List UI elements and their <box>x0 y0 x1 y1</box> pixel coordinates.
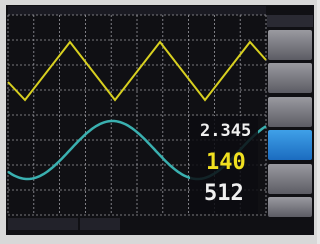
display <box>6 5 314 235</box>
page: 2.345 140 512 (() => { const data = JSON… <box>0 0 317 244</box>
readout-middle: 140 <box>206 150 246 175</box>
menu-button[interactable] <box>268 63 312 93</box>
menu-button[interactable] <box>268 197 312 217</box>
menu-button-active[interactable] <box>268 130 312 160</box>
menu-button[interactable] <box>268 30 312 60</box>
menu-button[interactable] <box>268 97 312 127</box>
menu-header <box>267 15 313 27</box>
bottom-info <box>80 218 120 230</box>
status-bar <box>8 6 266 15</box>
menu-button[interactable] <box>268 164 312 194</box>
scope-screen: 2.345 140 512 <box>0 0 317 244</box>
menu-panel <box>267 15 313 217</box>
readout-bottom: 512 <box>204 181 244 206</box>
readout-top: 2.345 <box>200 121 251 141</box>
bottom-info <box>8 218 78 230</box>
